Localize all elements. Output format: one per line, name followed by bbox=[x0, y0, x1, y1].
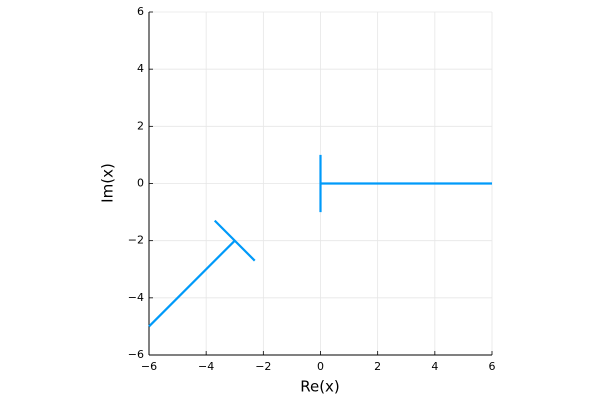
x-tick-label: 0 bbox=[317, 360, 324, 373]
x-axis-label: Re(x) bbox=[300, 378, 340, 396]
x-tick-label: −4 bbox=[198, 360, 214, 373]
x-tick-label: −6 bbox=[141, 360, 157, 373]
line-series bbox=[148, 154, 492, 328]
x-tick-label: 6 bbox=[489, 360, 496, 373]
y-axis-label: Im(x) bbox=[99, 163, 117, 203]
y-tick-label: −6 bbox=[128, 348, 144, 361]
y-tick-label: 6 bbox=[137, 5, 144, 18]
y-tick-label: −2 bbox=[128, 234, 144, 247]
x-tick-label: 2 bbox=[374, 360, 381, 373]
y-tick-label: −4 bbox=[128, 291, 144, 304]
x-tick-label: 4 bbox=[431, 360, 438, 373]
y-tick-label: 4 bbox=[137, 62, 144, 75]
y-tick-label: 0 bbox=[137, 177, 144, 190]
x-tick-label: −2 bbox=[255, 360, 271, 373]
y-tick-label: 2 bbox=[137, 119, 144, 132]
